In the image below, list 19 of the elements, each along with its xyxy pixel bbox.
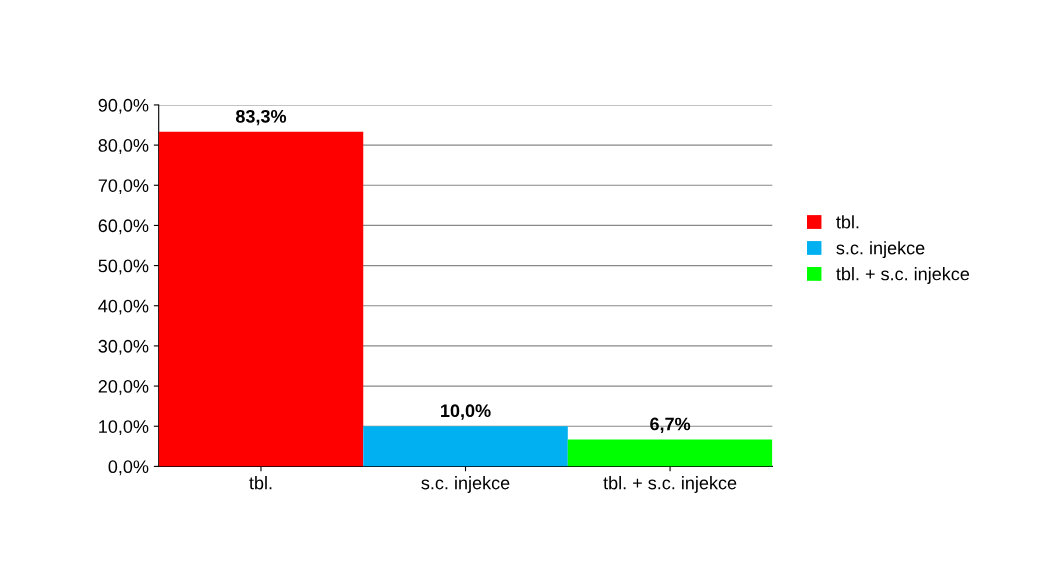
y-tick-label: 80,0%	[98, 139, 149, 154]
y-tick-label: 90,0%	[98, 98, 149, 114]
y-tick-label: 20,0%	[98, 380, 149, 395]
data-label: 10,0%	[441, 404, 491, 420]
legend-label: tbl. + s.c. injekce	[836, 267, 970, 284]
y-tick-label: 10,0%	[99, 420, 149, 436]
y-tick-label: 40,0%	[98, 299, 149, 315]
y-tick-label: 70,0%	[98, 179, 149, 195]
data-label: 6,7%	[650, 417, 691, 433]
y-tick-label: 50,0%	[98, 259, 149, 275]
y-tick-label: 30,0%	[98, 339, 149, 355]
data-label: 83,3%	[235, 109, 287, 126]
x-tick-label: tbl.	[249, 476, 272, 490]
legend-label: tbl.	[836, 215, 859, 229]
y-tick-label: 0,0%	[108, 460, 149, 476]
legend-label: s.c. injekce	[836, 241, 925, 258]
x-tick-label: tbl. + s.c. injekce	[603, 476, 737, 493]
y-tick-label: 60,0%	[98, 219, 149, 235]
x-tick-label: s.c. injekce	[421, 476, 510, 493]
